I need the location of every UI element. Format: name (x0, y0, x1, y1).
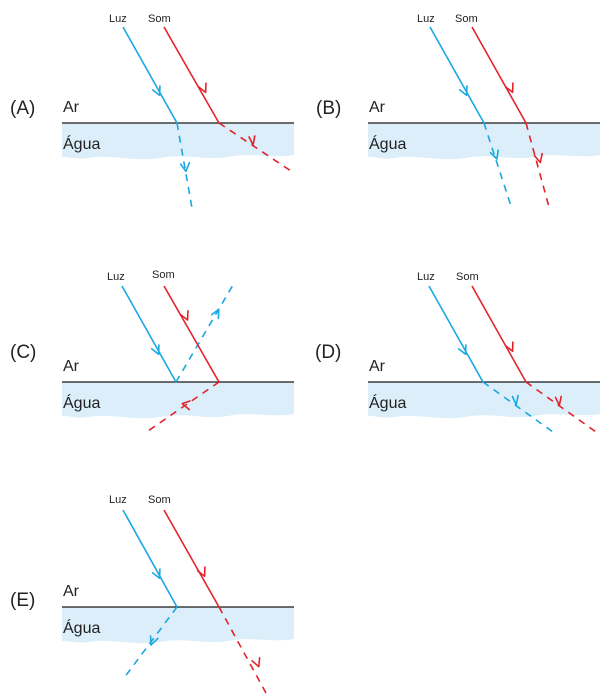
sound-refracted-ray (218, 122, 292, 172)
light-reflected-ray (175, 284, 234, 383)
sound-arrowhead (504, 341, 514, 353)
light-refracted-ray (483, 122, 512, 207)
sound-arrowhead (533, 152, 544, 164)
light-arrowhead (458, 85, 468, 97)
air-label: Ar (369, 358, 386, 375)
option-label: (D) (315, 342, 341, 363)
sound-arrowhead (504, 82, 514, 94)
sound-arrowhead (196, 566, 206, 578)
light-arrowhead (457, 344, 467, 356)
sound-incident-ray (163, 26, 220, 124)
light-ray-label: Luz (107, 271, 125, 283)
light-arrowhead (489, 149, 500, 160)
light-ray-label: Luz (109, 13, 127, 25)
air-label: Ar (63, 583, 80, 600)
sound-refracted-ray (525, 122, 550, 208)
option-label: (B) (316, 98, 341, 119)
light-incident-ray (121, 285, 177, 383)
light-ray-label: Luz (417, 13, 435, 25)
light-ray-label: Luz (417, 271, 435, 283)
light-incident-ray (429, 26, 485, 124)
sound-arrowhead (181, 400, 191, 411)
water-layer (62, 123, 294, 160)
sound-arrowhead (251, 656, 261, 668)
air-label: Ar (63, 99, 80, 116)
light-refracted-ray (482, 381, 554, 433)
water-label: Água (369, 393, 406, 412)
light-ray-label: Luz (109, 494, 127, 506)
sound-ray-label: Som (148, 13, 171, 25)
sound-arrowhead (179, 309, 189, 321)
water-label: Água (369, 134, 406, 153)
air-label: Ar (369, 99, 386, 116)
option-label: (A) (10, 98, 35, 119)
water-label: Água (63, 393, 100, 412)
panel-d: (D) Ar Água Luz Som (315, 271, 600, 433)
sound-arrowhead (248, 135, 256, 146)
water-label: Água (63, 134, 100, 153)
panel-c: (C) Ar Água Luz Som (10, 269, 294, 432)
water-layer (62, 607, 294, 644)
light-arrowhead (150, 344, 160, 356)
sound-refracted-ray (147, 381, 220, 432)
light-incident-ray (122, 509, 178, 608)
light-arrowhead (211, 308, 220, 320)
water-layer (368, 382, 600, 419)
light-arrowhead (149, 635, 159, 646)
sound-ray-label: Som (456, 271, 479, 283)
option-label: (C) (10, 342, 36, 363)
light-incident-ray (428, 285, 484, 383)
light-incident-ray (122, 26, 178, 124)
light-arrowhead (511, 394, 519, 406)
sound-incident-ray (163, 285, 220, 383)
sound-arrowhead (554, 395, 563, 407)
sound-arrowhead (197, 82, 207, 94)
sound-ray-label: Som (455, 13, 478, 25)
water-layer (62, 382, 294, 419)
sound-ray-label: Som (152, 269, 175, 281)
sound-incident-ray (471, 285, 527, 383)
sound-ray-label: Som (148, 494, 171, 506)
sound-refracted-ray (218, 606, 267, 694)
panel-a: (A) Ar Água Luz Som (10, 13, 294, 209)
sound-refracted-ray (525, 381, 597, 433)
light-arrowhead (151, 568, 161, 580)
sound-incident-ray (471, 26, 527, 124)
light-arrowhead (179, 161, 191, 173)
water-layer (368, 123, 600, 160)
panel-b: (B) Ar Água Luz Som (316, 13, 600, 208)
light-refracted-ray (176, 122, 193, 209)
sound-incident-ray (163, 509, 220, 608)
air-label: Ar (63, 358, 80, 375)
water-label: Água (63, 618, 100, 637)
panel-e: (E) Ar Água Luz Som (10, 494, 294, 694)
option-label: (E) (10, 590, 35, 611)
light-arrowhead (151, 85, 161, 97)
